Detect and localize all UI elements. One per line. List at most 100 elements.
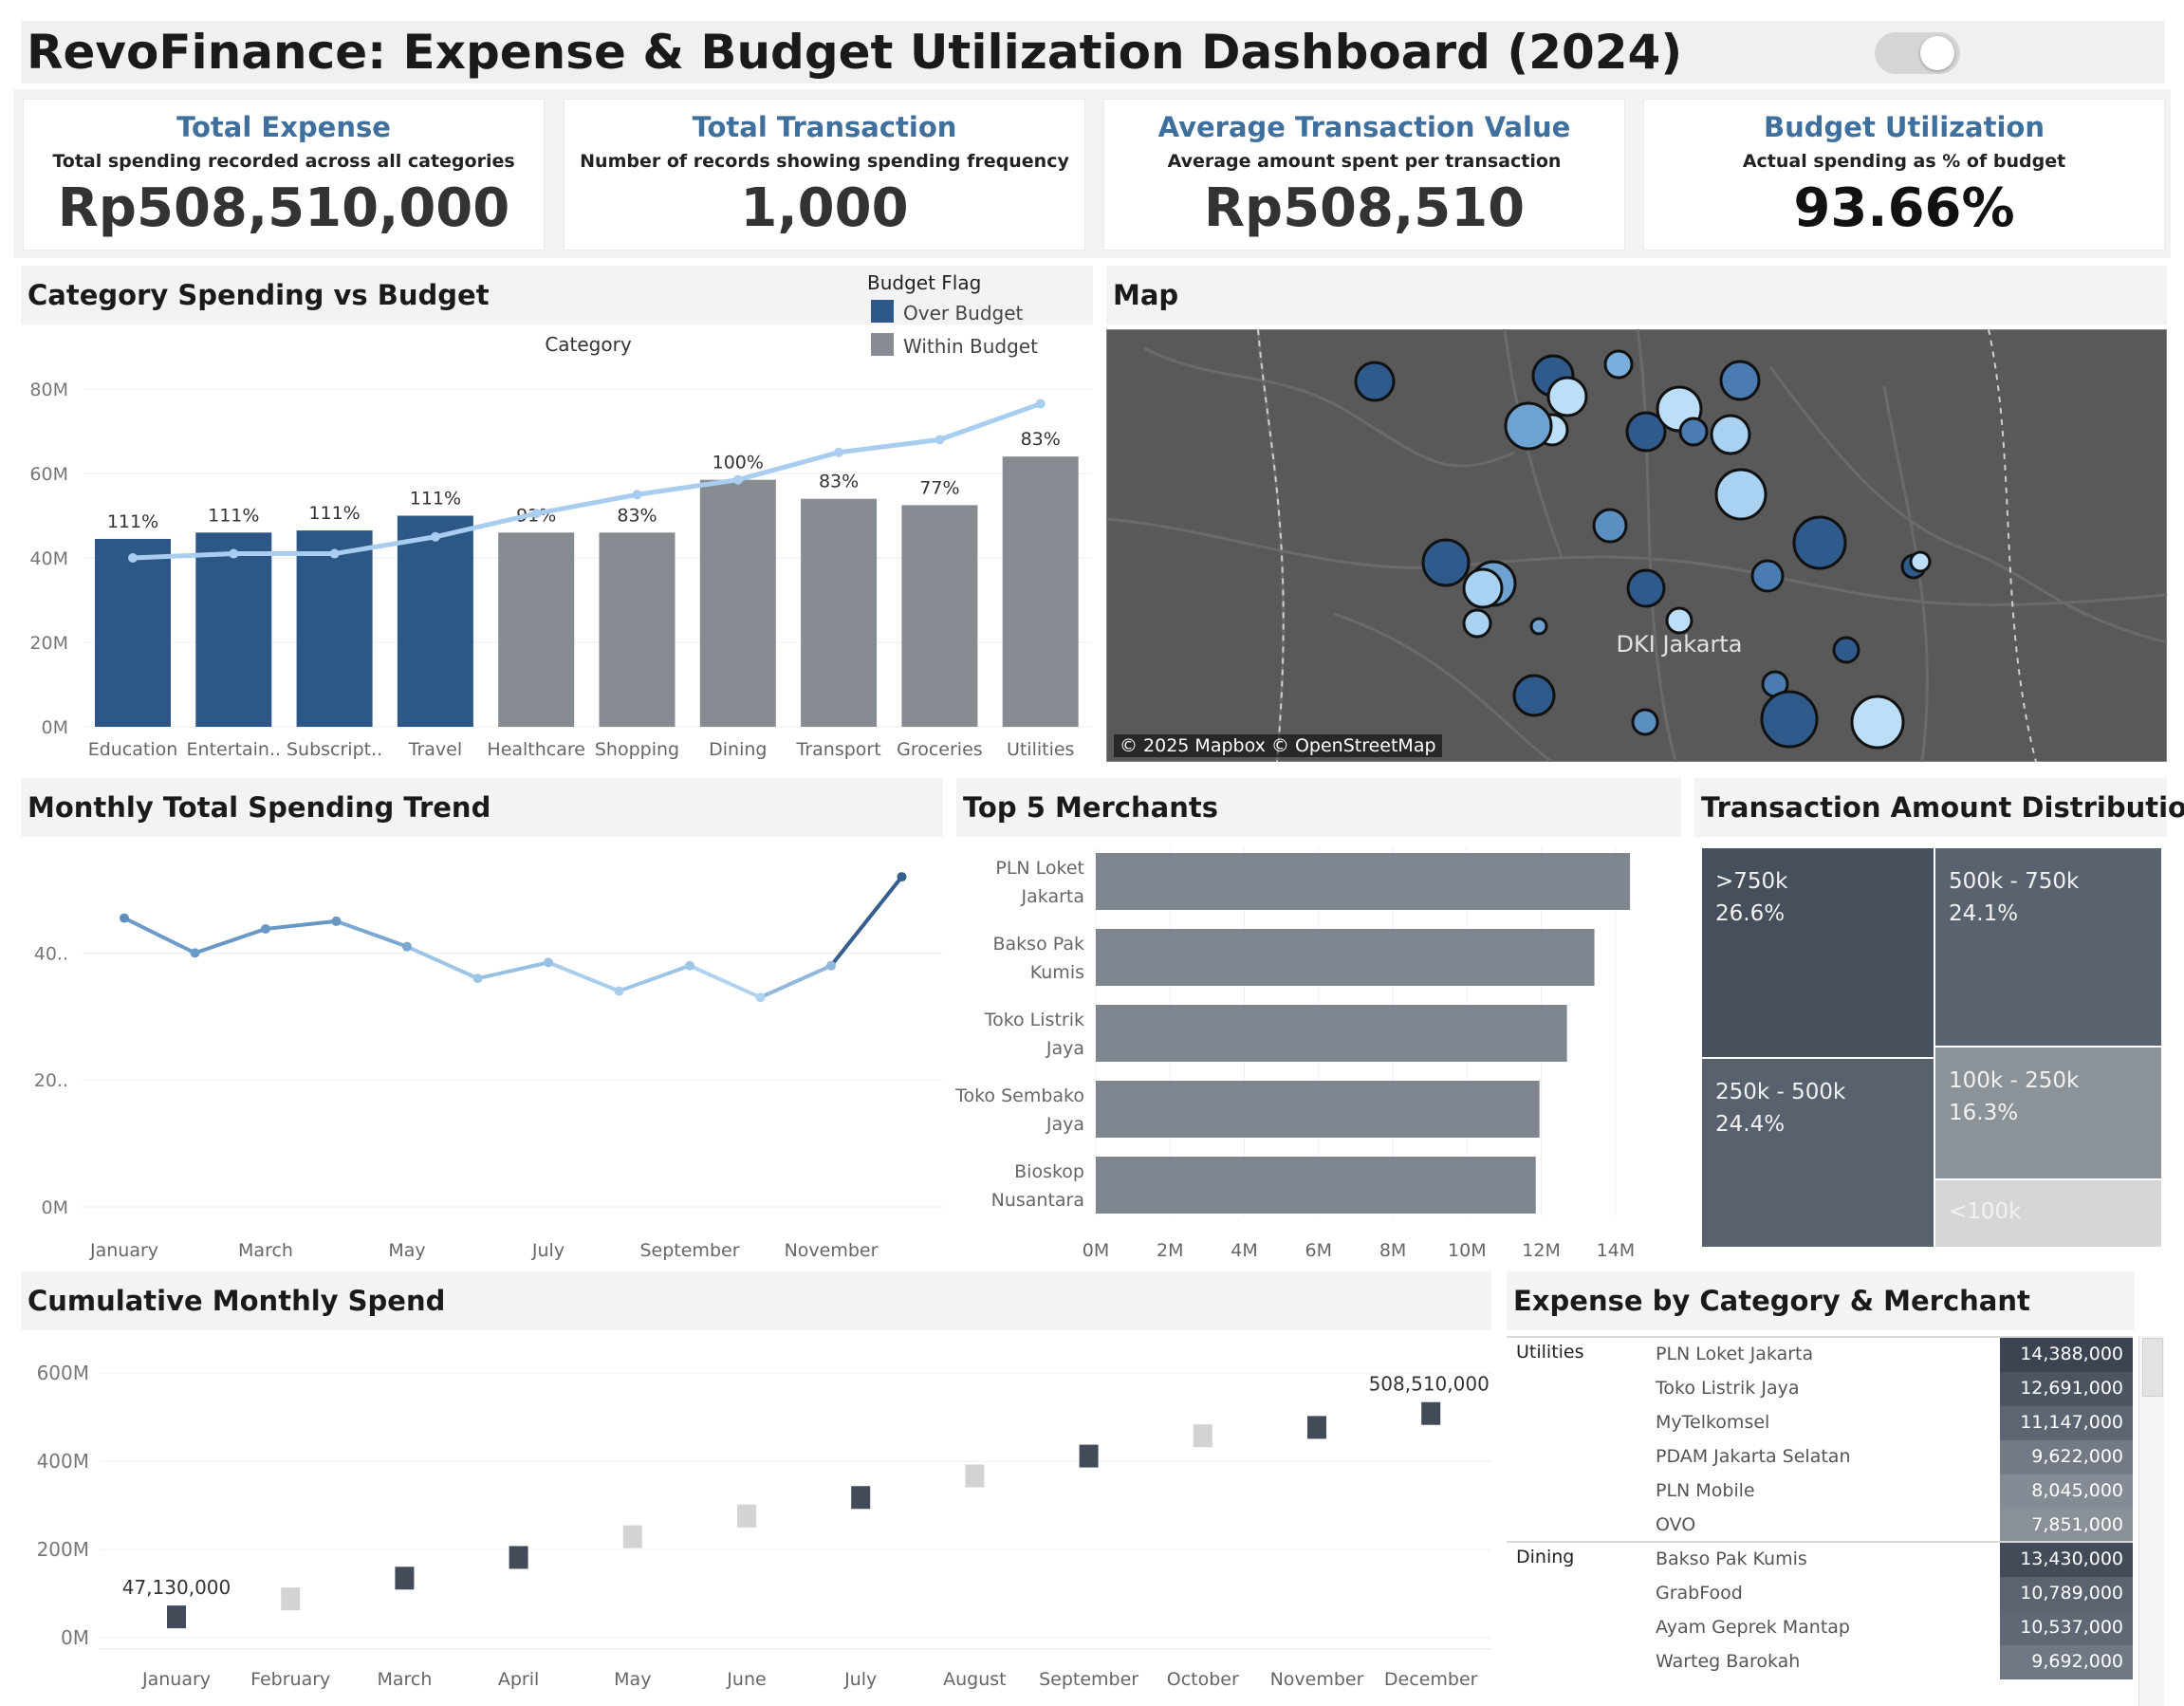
trend-line-segment	[406, 944, 479, 980]
merchant-bar	[1096, 853, 1631, 910]
map-view[interactable]: DKI Jakarta	[1106, 329, 2167, 762]
map-bubble	[1462, 608, 1492, 639]
table-row[interactable]: MyTelkomsel 11,147,000	[1507, 1406, 2133, 1440]
x-tick-label: May	[388, 1240, 425, 1261]
cumulative-marker	[1193, 1424, 1212, 1448]
cumulative-marker	[737, 1504, 756, 1528]
bar-data-label: 100%	[713, 453, 764, 473]
legend-over-swatch[interactable]	[871, 300, 894, 323]
map-bubble	[1760, 690, 1819, 749]
bar-data-label: 77%	[919, 477, 959, 498]
y-tick-label: 0M	[42, 1197, 68, 1218]
budget-point	[229, 548, 239, 559]
merchant-bar	[1096, 929, 1595, 986]
x-tick-label: January	[89, 1240, 158, 1261]
merchant-label: Bioskop	[1014, 1161, 1084, 1182]
map-road	[1636, 329, 1677, 762]
y-tick-label: 0M	[42, 717, 68, 738]
bar-subscript	[296, 530, 373, 727]
x-tick-label: February	[250, 1669, 330, 1690]
category-chart: Category 0M 20M 40M 60M 80M 111% Education 111% E…	[29, 333, 1091, 760]
table-row[interactable]: PDAM Jakarta Selatan 9,622,000	[1507, 1440, 2133, 1474]
y-tick-label: 60M	[29, 464, 68, 485]
x-tick-label: November	[785, 1240, 879, 1261]
x-tick-label: Groceries	[897, 739, 983, 760]
merchant-label: Kumis	[1030, 962, 1084, 983]
map-bubble	[1710, 414, 1751, 455]
dashboard-title: RevoFinance: Expense & Budget Utilizatio…	[27, 25, 1683, 80]
trend-line-segment	[194, 927, 267, 955]
table-row[interactable]: OVO 7,851,000	[1507, 1509, 2133, 1543]
map-bubble	[1850, 695, 1905, 750]
merchant-label: PLN Loket	[995, 858, 1084, 879]
y-tick-label: 200M	[37, 1538, 89, 1561]
table-row[interactable]: GrabFood 10,789,000	[1507, 1577, 2133, 1611]
cell-pct: 26.6%	[1715, 901, 1786, 926]
kpi-budget-utilization: Budget Utilization Actual spending as % …	[1643, 99, 2165, 250]
treemap-cell-under-100k[interactable]: <100k	[1934, 1178, 2163, 1249]
merchant-label: Nusantara	[991, 1190, 1084, 1211]
merchant-value: 14,388,000	[2000, 1338, 2133, 1372]
panel-title: Top 5 Merchants	[963, 791, 1218, 824]
cell-pct: 24.4%	[1715, 1112, 1786, 1137]
map-bubble	[1678, 417, 1709, 447]
treemap-cell-100k-250k[interactable]: 100k - 250k 16.3%	[1934, 1046, 2163, 1180]
map-road	[1106, 517, 2167, 606]
panel-title: Cumulative Monthly Spend	[28, 1285, 446, 1317]
trend-point	[826, 960, 836, 971]
cumulative-marker	[965, 1464, 985, 1488]
x-tick-label: 2M	[1157, 1240, 1183, 1261]
table-row[interactable]: Warteg Barokah 9,692,000	[1507, 1645, 2133, 1679]
table-row[interactable]: PLN Loket Jakarta 14,388,000	[1507, 1338, 2133, 1372]
trend-line-segment	[477, 960, 549, 981]
legend-over-label: Over Budget	[903, 302, 1024, 325]
y-tick-label: 80M	[29, 380, 68, 400]
table-category-utilities: Utilities	[1516, 1342, 1584, 1363]
kpi-value: Rp508,510	[1203, 177, 1526, 239]
theme-toggle[interactable]	[1875, 32, 1960, 74]
table-row[interactable]: PLN Mobile 8,045,000	[1507, 1474, 2133, 1509]
bar-data-label: 111%	[308, 503, 360, 524]
legend-within-label: Within Budget	[903, 335, 1038, 358]
scrollbar-thumb[interactable]	[2142, 1338, 2163, 1397]
cumulative-marker	[622, 1525, 642, 1548]
panel-title: Category Spending vs Budget	[28, 279, 490, 311]
table-row[interactable]: Ayam Geprek Mantap 10,537,000	[1507, 1611, 2133, 1645]
y-tick-label: 400M	[37, 1450, 89, 1473]
map-bubble	[1625, 411, 1667, 453]
merchant-name: MyTelkomsel	[1656, 1412, 1770, 1433]
x-tick-label: Subscript..	[287, 739, 382, 760]
table-scrollbar[interactable]	[2138, 1336, 2164, 1706]
x-tick-label: 10M	[1448, 1240, 1487, 1261]
merchant-name: PLN Loket Jakarta	[1656, 1344, 1814, 1364]
toggle-knob	[1920, 36, 1954, 70]
first-data-label: 47,130,000	[122, 1576, 231, 1599]
treemap-cell-250k-500k[interactable]: 250k - 500k 24.4%	[1700, 1057, 1935, 1249]
table-row[interactable]: Toko Listrik Jaya 12,691,000	[1507, 1372, 2133, 1406]
kpi-title: Average Transaction Value	[1157, 111, 1571, 143]
cumulative-marker	[509, 1546, 528, 1569]
x-axis-title: Category	[545, 333, 632, 356]
table-row[interactable]: Bakso Pak Kumis 13,430,000	[1507, 1543, 2133, 1577]
map-bubble	[1750, 559, 1785, 593]
trend-point	[472, 974, 483, 984]
merchant-name: PDAM Jakarta Selatan	[1656, 1446, 1851, 1467]
merchant-value: 7,851,000	[2000, 1509, 2133, 1543]
x-tick-label: 4M	[1231, 1240, 1257, 1261]
cumulative-marker	[1307, 1416, 1326, 1439]
legend-within-swatch[interactable]	[871, 333, 894, 356]
merchant-label: Toko Sembako	[954, 1085, 1084, 1106]
x-tick-label: July	[531, 1240, 565, 1261]
x-tick-label: September	[639, 1240, 739, 1261]
merchant-name: GrabFood	[1656, 1583, 1743, 1604]
treemap-cell-over-750k[interactable]: >750k 26.6%	[1700, 846, 1935, 1059]
map-attribution[interactable]: © 2025 Mapbox © OpenStreetMap	[1114, 734, 1442, 757]
trend-point	[897, 872, 907, 882]
x-tick-label: 14M	[1597, 1240, 1636, 1261]
cumulative-marker	[281, 1587, 301, 1611]
bar-shopping	[599, 532, 676, 727]
treemap-cell-500k-750k[interactable]: 500k - 750k 24.1%	[1934, 846, 2163, 1048]
x-tick-label: September	[1039, 1669, 1138, 1690]
map-bubble	[1719, 360, 1761, 401]
merchant-name: Warteg Barokah	[1656, 1651, 1801, 1672]
